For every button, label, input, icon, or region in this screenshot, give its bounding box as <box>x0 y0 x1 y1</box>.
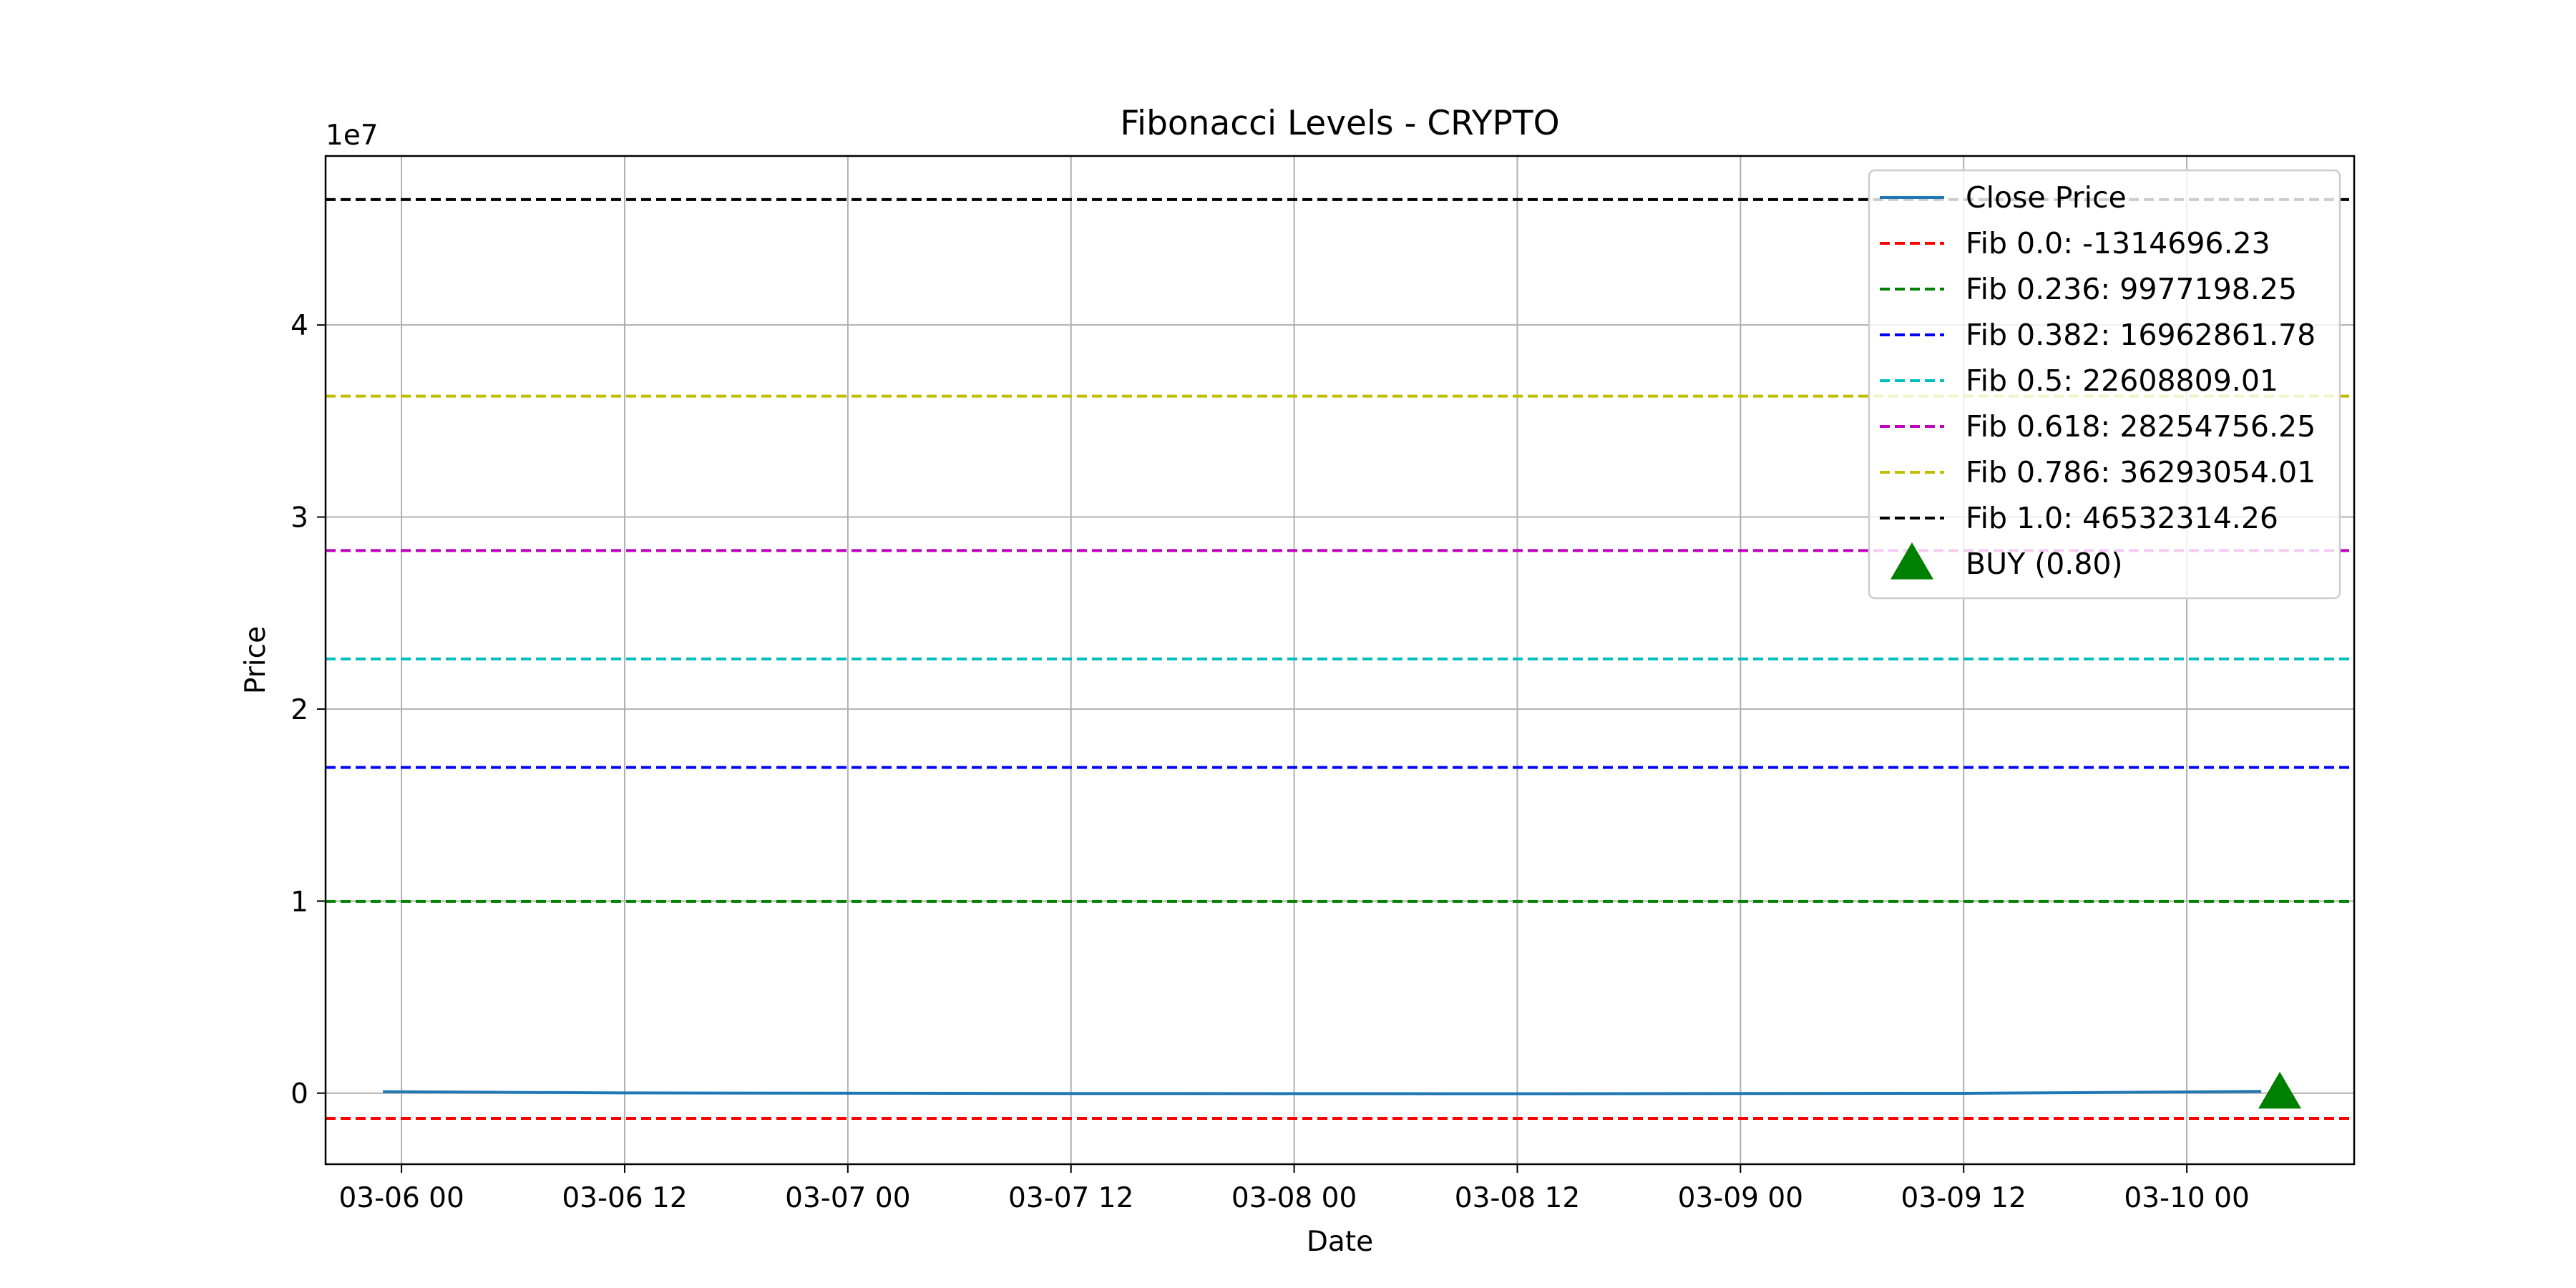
legend-label: Close Price <box>1966 180 2127 215</box>
x-tick-label: 03-09 00 <box>1678 1182 1803 1214</box>
legend: Close Price Fib 0.0: -1314696.23 Fib 0.236… <box>1868 169 2341 600</box>
chart-title: Fibonacci Levels - CRYPTO <box>1120 104 1559 143</box>
x-tick-label: 03-07 12 <box>1008 1182 1133 1214</box>
close-price-series <box>383 1090 2262 1096</box>
legend-label: Fib 0.382: 16962861.78 <box>1966 318 2316 352</box>
legend-label: Fib 0.618: 28254756.25 <box>1966 409 2316 444</box>
y-tick-label: 1 <box>291 886 308 918</box>
y-axis-label: Price <box>240 626 272 694</box>
x-tick-label: 03-07 00 <box>785 1182 910 1214</box>
x-tick-label: 03-08 00 <box>1231 1182 1357 1214</box>
legend-box <box>1868 169 2341 600</box>
legend-label: Fib 1.0: 46532314.26 <box>1966 501 2278 535</box>
y-offset-label: 1e7 <box>326 119 379 152</box>
legend-swatch <box>1890 542 1933 580</box>
x-axis-ticks: 03-06 00 03-06 12 03-07 00 03-07 12 03-08 00… <box>338 1164 2250 1214</box>
legend-label: Fib 0.0: -1314696.23 <box>1966 226 2270 260</box>
x-axis-label: Date <box>1307 1226 1373 1258</box>
close-price-line <box>383 1090 2262 1096</box>
y-axis-ticks: 0 1 2 3 4 <box>291 310 326 1111</box>
x-tick-label: 03-08 12 <box>1455 1182 1580 1214</box>
legend-label: BUY (0.80) <box>1966 547 2123 581</box>
buy-signal-marker <box>2258 1071 2302 1109</box>
x-tick-label: 03-06 12 <box>562 1182 687 1214</box>
y-tick-label: 0 <box>291 1078 308 1111</box>
signal-markers <box>2258 1071 2302 1109</box>
x-tick-label: 03-10 00 <box>2124 1182 2249 1214</box>
legend-label: Fib 0.786: 36293054.01 <box>1966 455 2316 489</box>
plot-frame <box>324 155 2356 1166</box>
y-tick-label: 4 <box>291 310 308 342</box>
legend-label: Fib 0.5: 22608809.01 <box>1966 364 2278 398</box>
x-tick-label: 03-09 12 <box>1901 1182 2026 1214</box>
y-tick-label: 2 <box>291 694 308 726</box>
x-tick-label: 03-06 00 <box>338 1182 464 1214</box>
y-tick-label: 3 <box>291 502 308 535</box>
legend-label: Fib 0.236: 9977198.25 <box>1966 272 2297 306</box>
